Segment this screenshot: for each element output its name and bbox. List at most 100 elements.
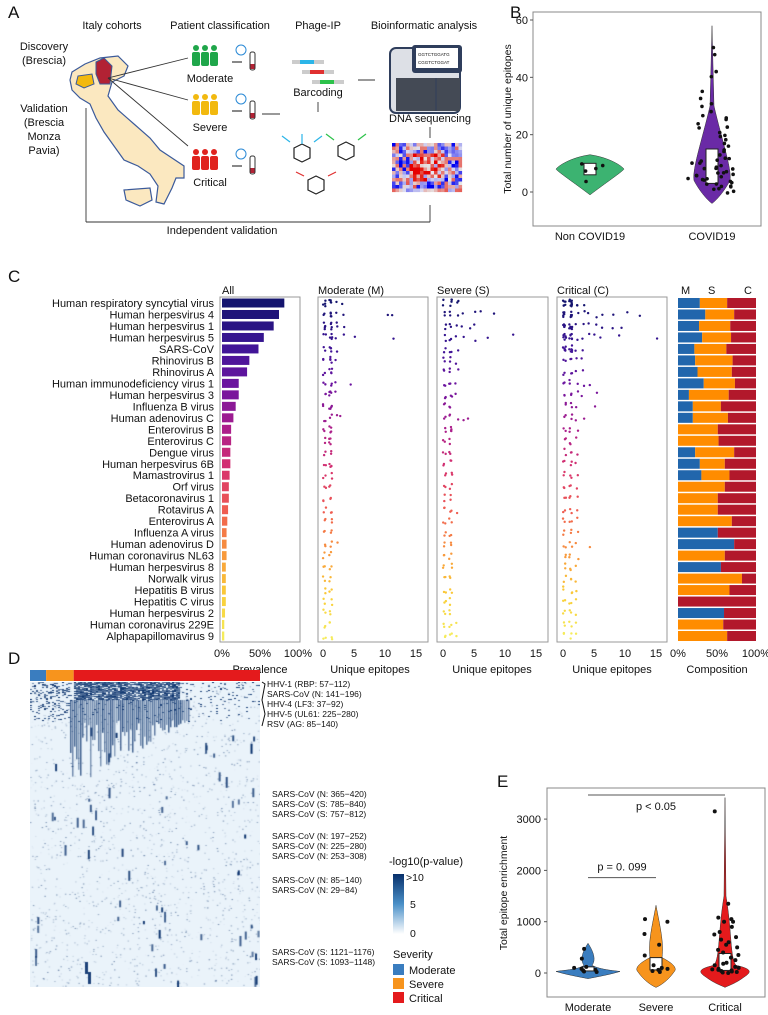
epitope-dot xyxy=(442,554,446,557)
mini-heat-cell xyxy=(423,181,428,186)
mini-heat-cell xyxy=(399,178,403,182)
mini-heat-cell xyxy=(409,174,414,179)
mini-heat-cell xyxy=(437,171,442,175)
x-label-composition: Composition xyxy=(686,664,747,676)
epitope-dot xyxy=(335,300,338,304)
epitope-dot xyxy=(564,437,568,440)
epitope-dot xyxy=(562,632,566,636)
mini-heat-cell xyxy=(427,160,431,165)
comp-severe xyxy=(678,493,718,504)
data-point xyxy=(724,942,729,947)
comp-moderate xyxy=(678,320,700,331)
person-icon xyxy=(210,101,218,115)
virus-label: Human immunodeficiency virus 1 xyxy=(52,378,214,390)
epitope-dot xyxy=(443,440,446,443)
mini-heat-cell xyxy=(409,178,414,182)
heatmap-canvas xyxy=(30,682,260,987)
mini-heat-cell xyxy=(423,160,428,165)
epitope-dot xyxy=(334,358,337,362)
epitope-dot xyxy=(568,327,571,330)
data-point xyxy=(719,163,723,168)
comp-critical xyxy=(727,412,756,423)
mini-heat-cell xyxy=(448,157,452,161)
data-point xyxy=(731,172,735,177)
mini-heat-cell xyxy=(395,178,400,182)
mini-heat-cell xyxy=(444,181,449,186)
colorbar-tick: 5 xyxy=(410,899,416,911)
comp-severe xyxy=(695,447,735,458)
x-tick-label: 50% xyxy=(706,648,728,660)
comp-header-m: M xyxy=(681,285,690,297)
prevalence-bar xyxy=(222,355,250,365)
group-severe-label: Severe xyxy=(193,122,228,134)
plot-frame xyxy=(532,11,762,227)
mini-heat-cell xyxy=(441,164,445,168)
epitope-dot xyxy=(563,562,567,565)
epitope-dot xyxy=(562,373,565,377)
mini-heat-cell xyxy=(402,185,407,189)
epitope-dot xyxy=(328,568,332,571)
epitope-dot xyxy=(448,437,451,441)
epitope-dot xyxy=(569,568,572,572)
epitope-dot xyxy=(443,506,446,509)
epitope-dot xyxy=(443,541,446,544)
epitope-dot xyxy=(328,441,331,444)
mini-heat-cell xyxy=(399,181,403,186)
x-tick-label: 0% xyxy=(214,648,230,660)
epitope-dot xyxy=(574,621,578,624)
x-tick-label: 0 xyxy=(560,648,566,660)
data-point xyxy=(651,963,656,968)
mini-heat-cell xyxy=(430,143,435,147)
mini-heat-cell xyxy=(444,160,449,165)
panel-frame xyxy=(219,296,301,643)
epitope-dot xyxy=(568,602,571,605)
mini-heat-cell xyxy=(434,178,438,182)
mini-heat-cell xyxy=(448,188,452,193)
epitope-dot xyxy=(444,395,447,399)
epitope-dot xyxy=(455,511,459,515)
mini-heat-cell xyxy=(416,164,421,168)
mini-heat-cell xyxy=(399,188,403,193)
panel-b-violin: Total number of unique epitopes Non COVI… xyxy=(502,11,762,243)
epitope-dot xyxy=(449,459,453,462)
epitope-dot xyxy=(588,383,592,387)
epitope-dot xyxy=(568,556,571,559)
epitope-dot xyxy=(322,357,325,361)
brescia-region xyxy=(95,57,113,85)
y-tick-label: 3000 xyxy=(517,814,541,826)
epitope-dot xyxy=(564,555,567,559)
epitope-dot xyxy=(450,566,454,569)
epitope-dot xyxy=(574,613,578,617)
comp-critical xyxy=(720,401,756,412)
epitope-dot xyxy=(323,312,326,315)
panel-label-a: A xyxy=(8,3,20,22)
prevalence-bar xyxy=(222,401,236,411)
epitope-dot xyxy=(588,545,592,549)
mini-heat-cell xyxy=(409,143,414,147)
data-point xyxy=(584,964,589,969)
comp-critical xyxy=(727,298,756,308)
mini-heat-cell xyxy=(406,157,410,161)
panel-title-all: All xyxy=(222,285,234,297)
legend-swatch xyxy=(393,964,404,975)
mini-heat-cell xyxy=(402,178,407,182)
data-point xyxy=(726,901,731,906)
comp-severe xyxy=(678,619,724,630)
mini-heatmap xyxy=(392,143,463,193)
step-patient-classification: Patient classification xyxy=(170,20,270,32)
epitope-dot xyxy=(457,368,460,371)
epitope-dot xyxy=(329,442,332,446)
virus-label: Human respiratory syncytial virus xyxy=(52,298,214,310)
epitope-dot xyxy=(576,390,580,393)
epitope-dot xyxy=(448,370,451,374)
sicily xyxy=(123,187,153,207)
mini-heat-cell xyxy=(406,160,410,165)
comp-critical xyxy=(724,458,756,469)
epitope-dot xyxy=(330,521,334,524)
p-value-label: p < 0.05 xyxy=(636,801,676,813)
data-point xyxy=(717,130,722,135)
epitope-dot xyxy=(593,333,596,336)
x-label-severe: Unique epitopes xyxy=(452,664,532,676)
epitope-dot xyxy=(568,298,571,301)
plot-frame xyxy=(546,787,766,998)
